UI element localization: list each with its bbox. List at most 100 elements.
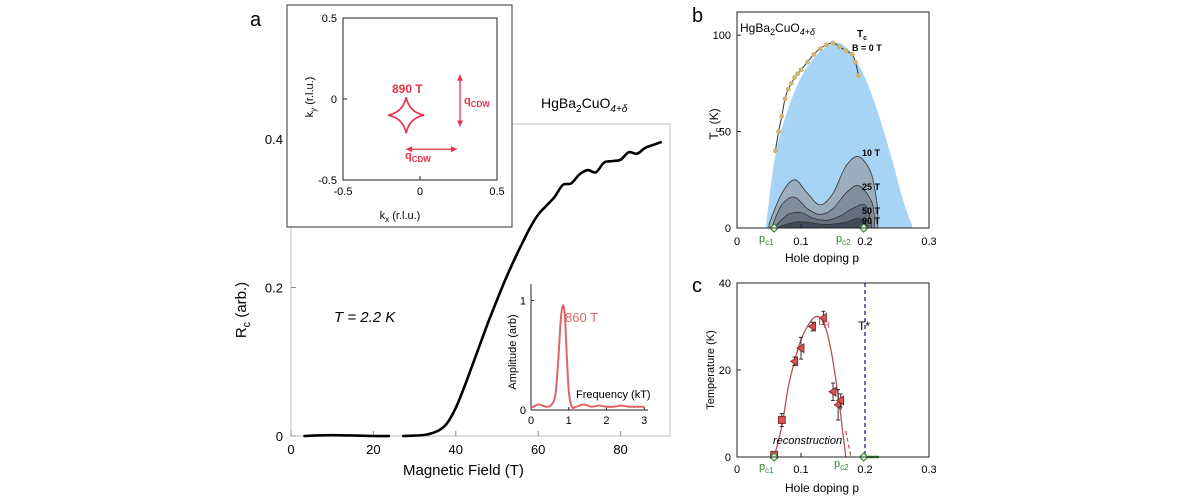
panel-c-frame <box>736 282 930 458</box>
fs-y-tick-label: 0 <box>331 94 337 106</box>
c-pc1-label: pc1 <box>759 461 774 475</box>
resistance-segment-1 <box>402 140 663 438</box>
b-field-label-90: 90 T <box>862 216 881 226</box>
tc-b0-point <box>779 113 785 119</box>
tc-b0-point <box>782 96 788 102</box>
tc-b0-point <box>830 40 836 46</box>
tc-b0-point <box>811 52 817 57</box>
fft-inset: 0 1 2 3 0 1 <box>520 284 648 427</box>
tc-b0-point <box>789 80 794 86</box>
fs-y-tick-label: 0.5 <box>322 13 337 25</box>
c-y-label: Temperature (K) <box>705 330 717 409</box>
th-point-triangle <box>828 386 837 397</box>
main-x-tick-label: 0 <box>287 442 294 457</box>
fs-x-tick-label: 0.5 <box>489 186 504 198</box>
b-compound-label: HgBa2CuO4+δ <box>740 21 816 37</box>
tc-b0-point <box>837 44 842 50</box>
fs-q-arrowhead-h1 <box>406 146 413 153</box>
fs-pocket <box>387 97 425 134</box>
main-y-tick-label: 0.4 <box>265 132 283 147</box>
tc-dome-fill <box>765 42 913 228</box>
fs-x-label: kx (r.l.u.) <box>380 210 421 224</box>
tc-b0-point <box>776 129 781 134</box>
b-x-label: Hole doping p <box>785 251 859 265</box>
c-th-label: TH <box>816 314 830 330</box>
fft-y-tick-label: 1 <box>520 295 526 307</box>
main-x-tick-label: 60 <box>531 442 545 457</box>
fs-x-tick-label: -0.5 <box>334 186 353 198</box>
fft-y-label: Amplitude (arb) <box>507 314 519 389</box>
panel-b-plot: 0 0.1 0.2 0.3 0 50 100 <box>713 30 937 248</box>
tc-b0-point <box>849 52 855 57</box>
panel-c: c 0 0.1 0.2 0.3 0 20 40 TH T* reconstruction p… <box>692 275 937 495</box>
th-point-triangle <box>835 395 845 406</box>
main-compound-label: HgBa2CuO4+δ <box>541 95 628 115</box>
panel-c-letter: c <box>692 275 702 297</box>
fermi-surface-inset: -0.5 0 0.5 -0.5 0 0.5 <box>318 13 505 198</box>
main-x-tick-label: 80 <box>613 442 627 457</box>
fft-x-tick-label: 3 <box>641 415 647 427</box>
fft-x-label: Frequency (kT) <box>576 389 651 401</box>
c-y-tick-label: 20 <box>719 365 731 377</box>
th-point-square <box>777 416 786 424</box>
c-x-tick-label: 0 <box>734 464 740 476</box>
b-field-label-50: 50 T <box>862 206 881 216</box>
th-curve-dashed <box>845 430 852 458</box>
fs-q-arrowhead-v1 <box>457 74 464 81</box>
tc-b0-point <box>824 42 829 48</box>
tc-b0-point <box>856 73 861 79</box>
fft-x-tick-label: 1 <box>566 415 572 427</box>
tc-b0-point <box>798 67 804 73</box>
fft-x-tick-label: 2 <box>603 415 609 427</box>
th-point-triangle <box>818 312 827 324</box>
tc-b0-point <box>795 71 801 77</box>
main-resistance-curve <box>303 140 663 438</box>
b-y-tick-label: 0 <box>725 223 731 235</box>
fs-q-label-vertical: qCDW <box>464 95 490 109</box>
c-y-tick-label: 40 <box>719 278 731 290</box>
fft-spectrum <box>530 304 645 410</box>
fs-q-label-horizontal: qCDW <box>405 150 431 164</box>
b-x-tick-label: 0.3 <box>921 236 936 248</box>
panel-b-frame <box>736 11 930 229</box>
c-pc2-label: pc2 <box>834 458 849 472</box>
c-reconstruction-label: reconstruction <box>773 435 842 447</box>
th-point-triangle <box>807 321 816 332</box>
c-tstar-label: T* <box>858 319 870 333</box>
th-point-triangle <box>796 343 805 354</box>
main-y-tick-label: 0.2 <box>265 280 283 295</box>
c-x-tick-label: 0.3 <box>921 464 936 476</box>
fft-y-tick-label: 0 <box>520 405 526 417</box>
b-x-tick-label: 0.2 <box>857 236 872 248</box>
tc-b0-point <box>817 46 823 52</box>
panel-a-letter: a <box>250 9 262 31</box>
tc-b0-point <box>843 48 849 53</box>
temperature-label: T = 2.2 K <box>334 309 396 326</box>
fft-peak-label: 860 T <box>565 310 598 325</box>
fs-x-tick-label: 0 <box>417 186 423 198</box>
b-b0-label: B = 0 T <box>852 43 882 53</box>
b-x-tick-label: 0.1 <box>793 236 808 248</box>
fft-x-tick-label: 0 <box>528 415 534 427</box>
tc-b0-point <box>792 75 797 80</box>
c-y-tick-label: 0 <box>725 452 731 464</box>
c-x-tick-label: 0.1 <box>793 464 808 476</box>
resistance-segment-0 <box>303 433 390 438</box>
fs-freq-label: 890 T <box>392 82 423 96</box>
b-field-label-25: 25 T <box>862 182 881 192</box>
main-y-tick-label: 0 <box>276 429 283 444</box>
fs-q-arrowhead-v2 <box>457 120 464 127</box>
b-pc1-label: pc1 <box>759 233 774 247</box>
fs-q-arrowhead-h2 <box>450 146 457 153</box>
panel-b-letter: b <box>692 5 703 27</box>
main-x-tick-label: 40 <box>449 442 463 457</box>
panel-b: b 0 0.1 0.2 0.3 0 50 100 HgBa2CuO4+δ Tc B = 0 … <box>692 5 937 265</box>
main-x-label: Magnetic Field (T) <box>403 462 524 479</box>
tc-b0-point <box>785 86 791 92</box>
main-x-tick-label: 20 <box>366 442 380 457</box>
b-field-label-10: 10 T <box>862 148 881 158</box>
main-y-label: Rc (arb.) <box>233 282 253 338</box>
b-y-tick-label: 100 <box>713 30 731 42</box>
